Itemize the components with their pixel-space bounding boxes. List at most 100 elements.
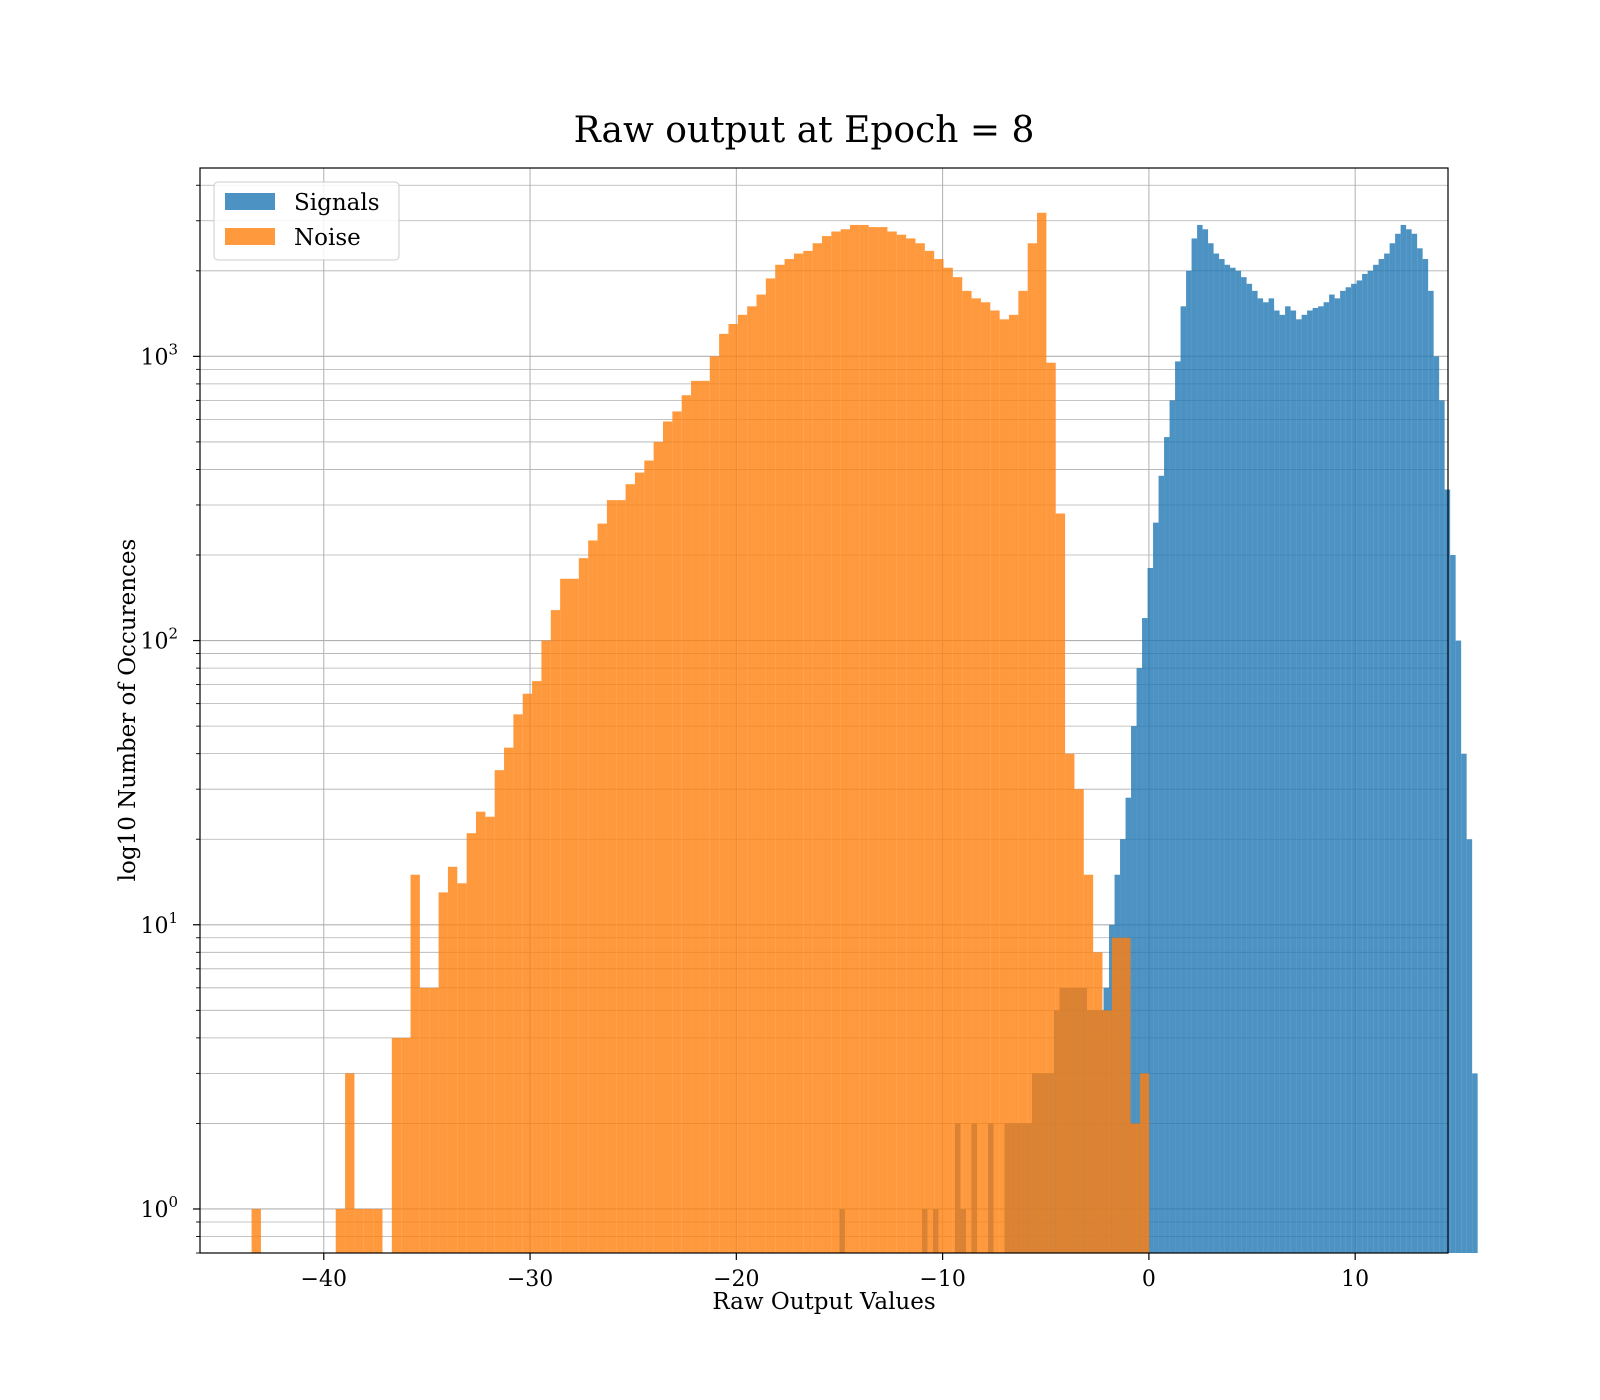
legend: Signals Noise (213, 181, 400, 261)
noise-bar (251, 1208, 261, 1253)
signals-bar (1197, 224, 1203, 1254)
noise-bar (990, 310, 1000, 1253)
signals-bar (1202, 229, 1209, 1253)
y-tick-exponent: 2 (168, 625, 178, 643)
noise-bar (560, 578, 570, 1253)
signals-bar (1235, 270, 1242, 1253)
noise-bar (737, 314, 748, 1253)
y-tick-label: 102 (140, 625, 178, 655)
noise-bar (504, 747, 514, 1253)
signals-bar (1329, 294, 1335, 1253)
noise-bar (691, 380, 701, 1253)
noise-bar (550, 610, 561, 1253)
y-axis-label: log10 Number of Occurences (115, 539, 141, 882)
noise-bar (401, 1037, 411, 1253)
noise-bar (578, 558, 589, 1253)
noise-bar (1093, 952, 1103, 1253)
signals-bar (1417, 248, 1423, 1254)
noise-bar (391, 1037, 402, 1253)
signals-bar (1367, 270, 1374, 1253)
signals-bar (1147, 568, 1154, 1253)
noise-bar (1055, 513, 1066, 1253)
signals-bar (1136, 668, 1143, 1253)
noise-bar (803, 250, 813, 1253)
noise-bar (934, 259, 944, 1253)
noise-bar (541, 640, 551, 1253)
signals-bar (1290, 310, 1297, 1253)
noise-bar (485, 816, 495, 1253)
signals-bar (1252, 290, 1258, 1253)
noise-bar (532, 681, 542, 1253)
signals-bar (1131, 726, 1137, 1253)
noise-bar (943, 267, 953, 1253)
signals-bar (1433, 356, 1440, 1253)
signals-bar (1428, 290, 1434, 1253)
noise-bar (438, 892, 448, 1253)
signals-bar (1356, 280, 1363, 1254)
signals-bar (1213, 253, 1220, 1253)
noise-bar (522, 693, 533, 1253)
signals-bar (1219, 259, 1225, 1253)
noise-bar (924, 250, 935, 1253)
noise-bar (653, 441, 664, 1253)
signals-bar (1268, 298, 1275, 1253)
y-tick-exponent: 3 (168, 340, 178, 358)
noise-bar (494, 770, 505, 1253)
noise-bar (363, 1208, 374, 1253)
signals-bar (1439, 400, 1445, 1253)
signals-bar (1373, 264, 1379, 1253)
x-tick-label: −30 (507, 1267, 553, 1292)
signals-bar (1180, 306, 1187, 1253)
signals-bar (1285, 306, 1291, 1253)
signals-bar (1307, 310, 1313, 1253)
y-tick-exponent: 1 (168, 909, 178, 927)
noise-bar (419, 987, 430, 1253)
signals-bar (1455, 640, 1462, 1253)
noise-bar (345, 1073, 355, 1253)
noise-bar (952, 277, 963, 1253)
signals-bar (1301, 314, 1308, 1253)
noise-bar (868, 227, 879, 1254)
noise-bar (1046, 362, 1056, 1253)
noise-bar (962, 290, 972, 1253)
noise-bar (821, 236, 832, 1253)
y-tick-label: 101 (140, 909, 178, 939)
signals-bar (1444, 489, 1451, 1253)
noise-bar (765, 278, 776, 1253)
signals-bar (1334, 298, 1341, 1253)
noise-bar (616, 500, 626, 1253)
signals-bar (1191, 238, 1198, 1253)
histogram-bars (251, 212, 1478, 1254)
noise-bar (980, 302, 991, 1253)
noise-bar (354, 1208, 364, 1253)
noise-bar (1111, 937, 1122, 1253)
legend-swatch-signals (225, 193, 275, 210)
x-tick-label: −10 (919, 1267, 965, 1292)
noise-bar (1083, 874, 1094, 1253)
signals-bar (1241, 277, 1247, 1253)
signals-bar (1158, 475, 1165, 1254)
signals-bar (1153, 522, 1159, 1253)
noise-bar (859, 224, 869, 1254)
signals-bar (1400, 224, 1407, 1254)
signals-bar (1230, 267, 1236, 1253)
noise-bar (840, 229, 851, 1253)
noise-bar (700, 380, 710, 1253)
noise-bar (719, 333, 729, 1253)
noise-bar (906, 238, 916, 1253)
noise-bar (728, 323, 738, 1254)
legend-label-noise: Noise (294, 225, 361, 251)
noise-bar (373, 1208, 383, 1253)
legend-label-signals: Signals (294, 190, 380, 216)
noise-bar (1065, 753, 1075, 1253)
signals-bar (1169, 400, 1176, 1253)
signals-bar (1411, 233, 1418, 1253)
signals-bar (1351, 283, 1357, 1253)
signals-bar (1422, 259, 1429, 1253)
noise-bar (1027, 243, 1038, 1253)
plot-frame (199, 167, 1449, 1254)
noise-bar (709, 356, 720, 1253)
signals-bar (1224, 264, 1231, 1253)
noise-bar (971, 298, 981, 1253)
